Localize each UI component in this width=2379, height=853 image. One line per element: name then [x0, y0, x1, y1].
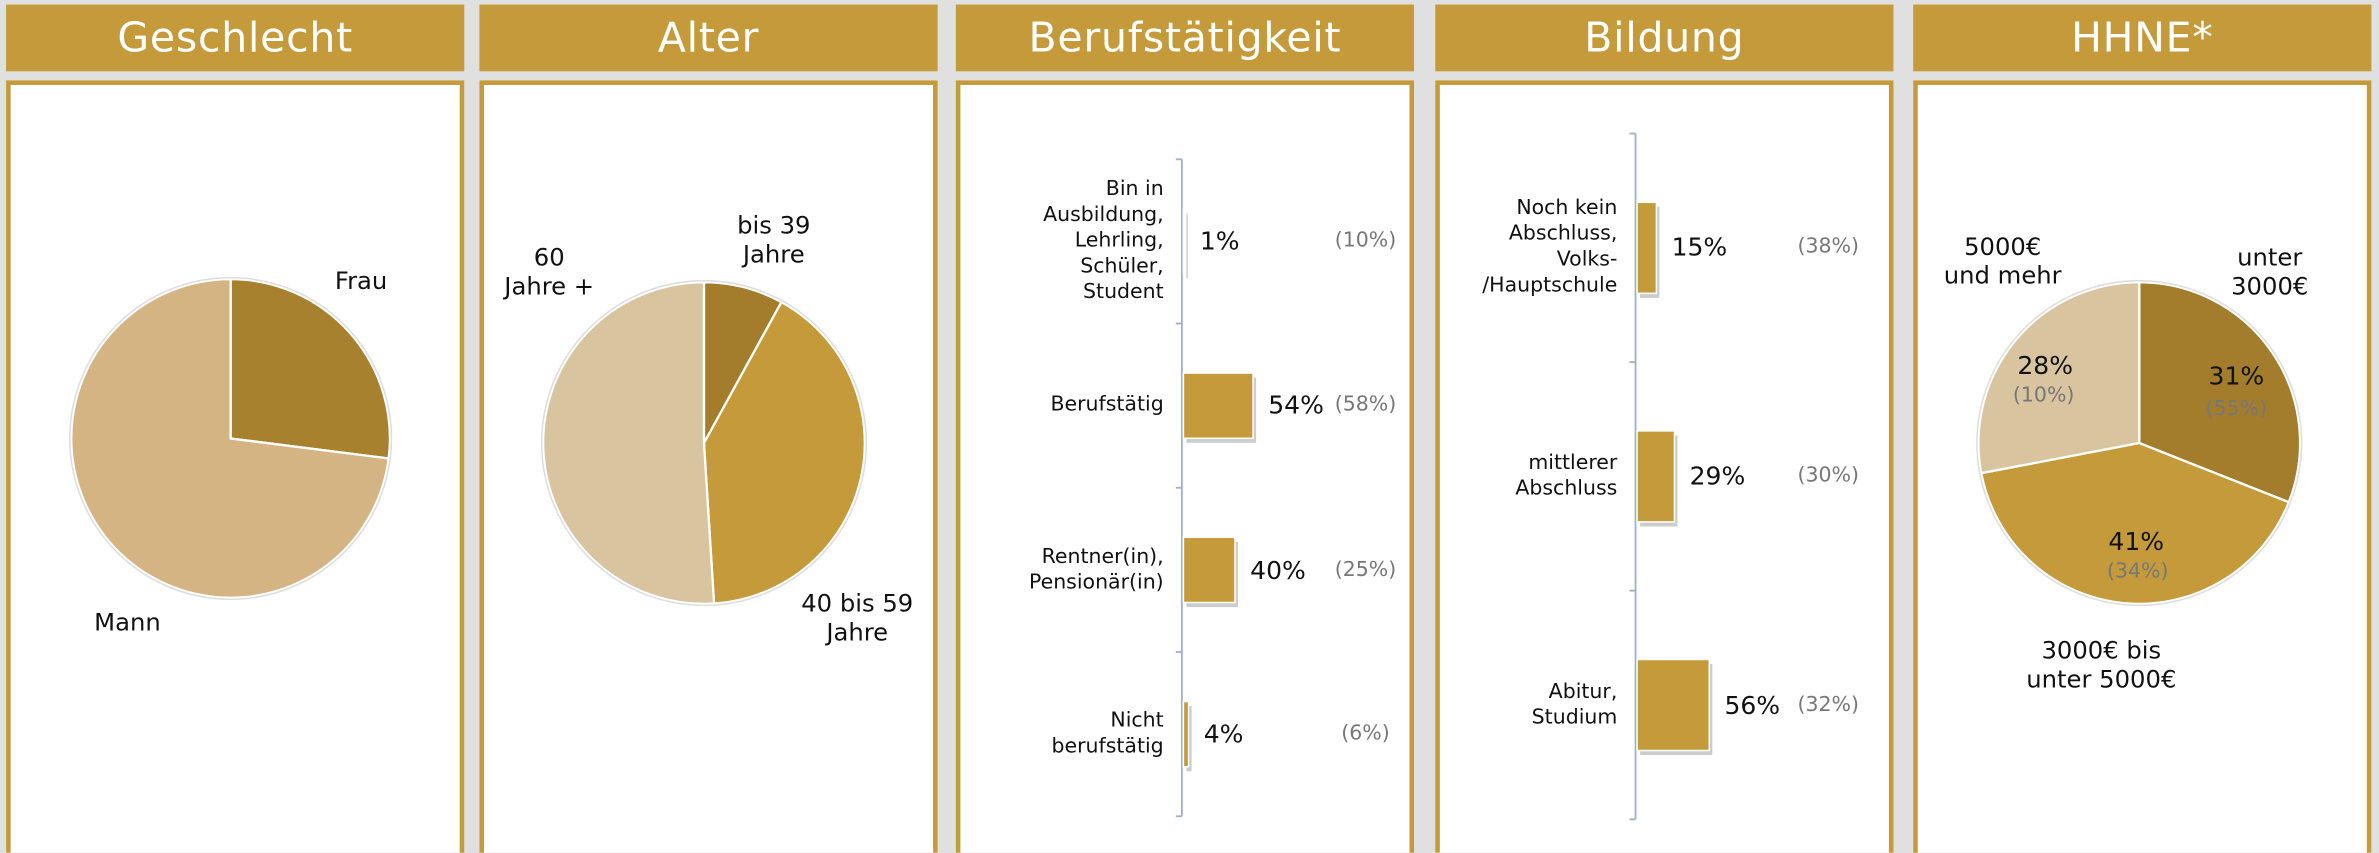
reference-label: (32%)	[1797, 692, 1859, 717]
category-label: Berufstätig	[1050, 392, 1164, 418]
value-label: 29%	[1689, 461, 1746, 491]
category-label: 60 Jahre +	[504, 242, 595, 301]
panel-header: Geschlecht	[6, 4, 465, 72]
category-label: Rentner(in), Pensionär(in)	[1028, 544, 1164, 595]
pie-slice	[702, 300, 866, 605]
pie-outline	[540, 279, 868, 607]
bar	[1636, 430, 1676, 523]
value-label: 28%	[2017, 351, 2074, 381]
pie-slice	[229, 278, 392, 460]
reference-label: (58%)	[1334, 392, 1397, 418]
reference-label: (10%)	[2012, 383, 2075, 408]
reference-label: (34%)	[2106, 559, 2169, 584]
value-label: 15%	[1671, 233, 1728, 263]
pie-slice	[70, 278, 390, 599]
category-label: 5000€ und mehr	[1943, 232, 2062, 290]
value-label: 56%	[1724, 690, 1781, 720]
category-label: bis 39 Jahre	[737, 210, 811, 269]
panel-header: HHNE*	[1913, 4, 2372, 72]
category-label: 40 bis 59 Jahre	[801, 588, 914, 647]
pie-slice	[1979, 441, 2291, 605]
value-label: 41%	[2108, 527, 2165, 557]
value-label: 4%	[1203, 719, 1244, 749]
category-label: Noch kein Abschluss, Volks- /Hauptschule	[1482, 196, 1618, 298]
bar	[1182, 700, 1190, 768]
reference-label: (30%)	[1797, 463, 1859, 488]
category-label: 3000€ bis unter 5000€	[2026, 635, 2177, 694]
bar	[1182, 536, 1236, 604]
category-label: unter 3000€	[2231, 242, 2309, 301]
pie-outline	[69, 276, 393, 601]
reference-label: (6%)	[1341, 721, 1390, 746]
reference-label: (38%)	[1797, 234, 1859, 260]
category-label: Abitur, Studium	[1531, 679, 1618, 730]
value-label: 40%	[1250, 555, 1306, 585]
value-label: 1%	[1199, 227, 1240, 256]
category-label: Bin in Ausbildung, Lehrling, Schüler, St…	[1043, 176, 1164, 305]
bar	[1182, 372, 1254, 440]
value-label: 31%	[2208, 361, 2265, 391]
panel-header: Berufstätigkeit	[955, 4, 1415, 72]
reference-label: (55%)	[2205, 396, 2268, 422]
pie-slice	[2138, 281, 2302, 504]
value-label: 54%	[1268, 391, 1324, 421]
bar	[1182, 208, 1186, 275]
panel-header: Bildung	[1435, 4, 1894, 72]
category-label: mittlerer Abschluss	[1515, 450, 1618, 501]
category-label: Frau	[334, 266, 388, 296]
category-label: Mann	[94, 607, 161, 637]
pie-slice	[1977, 281, 2141, 475]
bar	[1636, 658, 1711, 752]
pie-outline	[1976, 279, 2303, 607]
bar	[1636, 201, 1658, 295]
bar-shadow	[1186, 213, 1188, 279]
panel-header: Alter	[479, 4, 938, 72]
category-label: Nicht berufstätig	[1051, 708, 1164, 759]
reference-label: (10%)	[1334, 228, 1397, 253]
pie-slice	[542, 281, 716, 605]
reference-label: (25%)	[1334, 557, 1397, 582]
